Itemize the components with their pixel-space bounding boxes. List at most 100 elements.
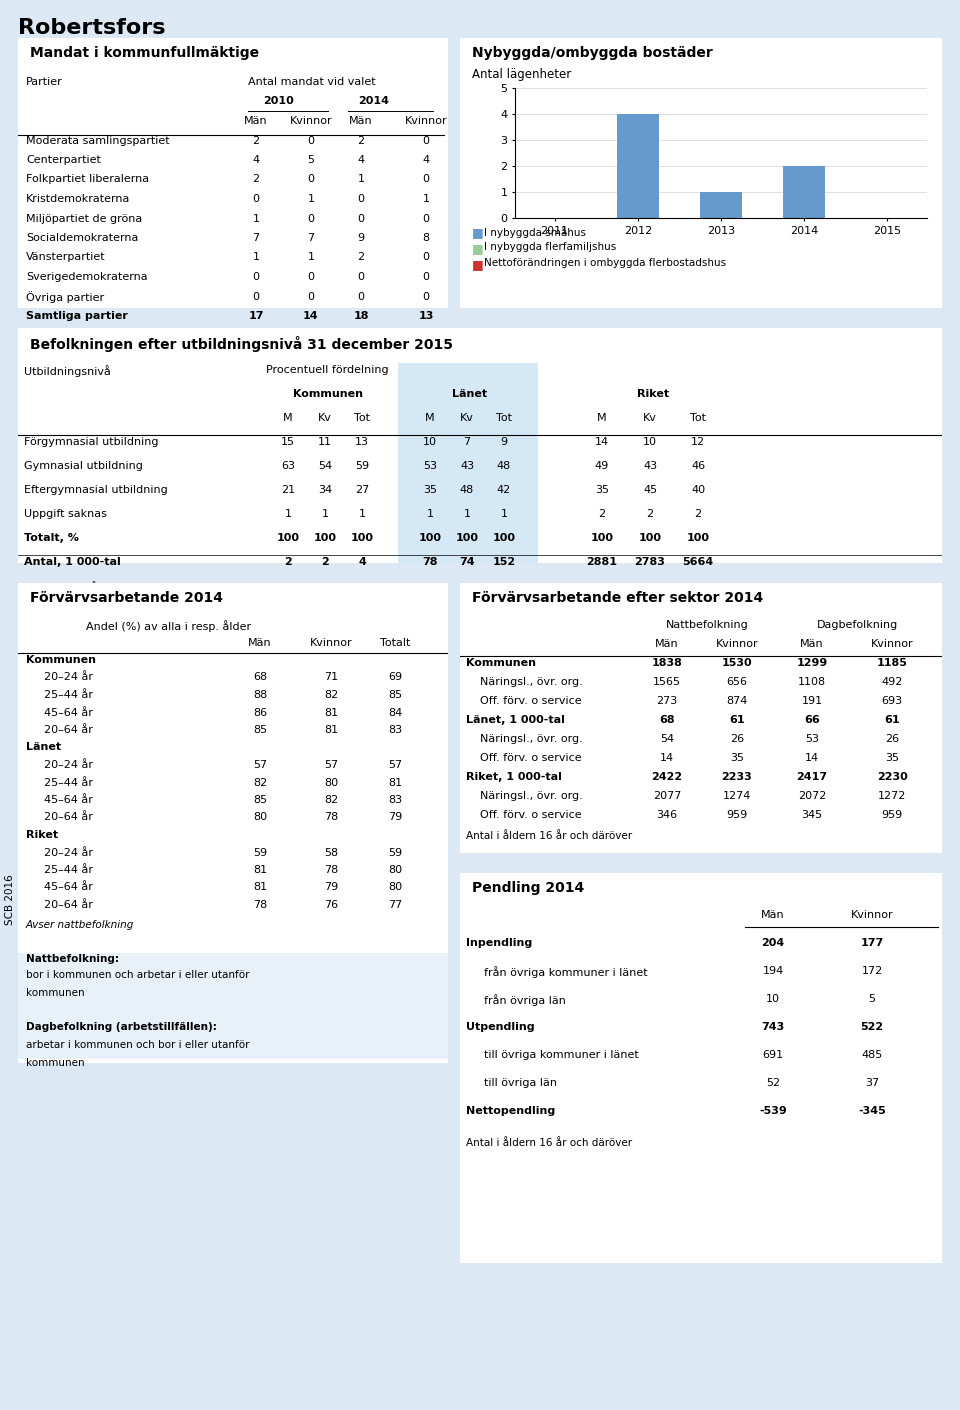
Text: 20–24 år: 20–24 år (44, 673, 93, 682)
Text: 743: 743 (761, 1022, 784, 1032)
Text: 1: 1 (422, 195, 429, 204)
Text: Procentuell fördelning: Procentuell fördelning (266, 365, 389, 375)
Text: 57: 57 (252, 760, 267, 770)
Text: Kvinnor: Kvinnor (405, 116, 447, 125)
Text: -539: -539 (759, 1105, 787, 1115)
Text: 34: 34 (318, 485, 332, 495)
Text: Nettoförändringen i ombyggda flerbostadshus: Nettoförändringen i ombyggda flerbostads… (484, 258, 726, 268)
Text: 58: 58 (324, 847, 338, 857)
Text: 80: 80 (388, 864, 402, 876)
Text: 7: 7 (464, 437, 470, 447)
Text: Män: Män (655, 639, 679, 649)
Text: 20–64 år: 20–64 år (44, 900, 93, 909)
Text: 693: 693 (881, 697, 902, 706)
Text: 81: 81 (252, 864, 267, 876)
Text: 78: 78 (324, 864, 338, 876)
Text: 45–64 år: 45–64 år (44, 708, 93, 718)
Text: 17: 17 (249, 312, 264, 321)
Text: 79: 79 (388, 812, 402, 822)
Text: 4: 4 (358, 557, 366, 567)
Text: 522: 522 (860, 1022, 883, 1032)
Text: Mandat i kommunfullmäktige: Mandat i kommunfullmäktige (30, 47, 259, 61)
Text: 100: 100 (350, 533, 373, 543)
Text: Centerpartiet: Centerpartiet (26, 155, 101, 165)
Text: 691: 691 (762, 1050, 783, 1060)
Text: 172: 172 (861, 966, 882, 976)
Text: Tot: Tot (354, 413, 370, 423)
Text: Off. förv. o service: Off. förv. o service (480, 753, 582, 763)
Text: Näringsl., övr. org.: Näringsl., övr. org. (480, 791, 583, 801)
Text: Antal i åldern 16 år och däröver: Antal i åldern 16 år och däröver (466, 830, 632, 840)
Text: 43: 43 (460, 461, 474, 471)
Text: Socialdemokraterna: Socialdemokraterna (26, 233, 138, 243)
Text: 82: 82 (252, 777, 267, 788)
Text: 0: 0 (307, 292, 315, 302)
Text: 35: 35 (423, 485, 437, 495)
Text: Övriga partier: Övriga partier (26, 292, 104, 303)
Text: Andel (%) av alla i resp. ålder: Andel (%) av alla i resp. ålder (86, 620, 252, 632)
Text: till övriga kommuner i länet: till övriga kommuner i länet (484, 1050, 638, 1060)
Text: 7: 7 (307, 233, 315, 243)
Text: Antal mandat vid valet: Antal mandat vid valet (248, 78, 375, 87)
Text: Off. förv. o service: Off. förv. o service (480, 697, 582, 706)
Text: 2: 2 (252, 175, 259, 185)
Text: Eftergymnasial utbildning: Eftergymnasial utbildning (24, 485, 168, 495)
Text: 0: 0 (422, 213, 429, 224)
Text: Antal lägenheter: Antal lägenheter (472, 68, 571, 80)
Text: 1: 1 (358, 509, 366, 519)
Text: 69: 69 (388, 673, 402, 682)
Text: 1299: 1299 (797, 658, 828, 668)
Text: Off. förv. o service: Off. förv. o service (480, 809, 582, 821)
Text: 9: 9 (357, 233, 365, 243)
Text: Kristdemokraterna: Kristdemokraterna (26, 195, 131, 204)
Text: 57: 57 (388, 760, 402, 770)
Bar (783, 166, 825, 219)
Text: 656: 656 (727, 677, 748, 687)
Text: 13: 13 (355, 437, 369, 447)
Text: Nettopendling: Nettopendling (466, 1105, 555, 1115)
Text: 12: 12 (691, 437, 705, 447)
Text: 81: 81 (388, 777, 402, 788)
Text: 48: 48 (460, 485, 474, 495)
Text: 1185: 1185 (876, 658, 907, 668)
Text: 2233: 2233 (722, 773, 753, 783)
Text: 1: 1 (252, 213, 259, 224)
Text: 177: 177 (860, 938, 883, 948)
Bar (700, 192, 742, 219)
Text: 82: 82 (324, 689, 338, 699)
Text: 37: 37 (865, 1079, 879, 1089)
Text: 1: 1 (322, 509, 328, 519)
Text: 0: 0 (252, 195, 259, 204)
Text: 7: 7 (252, 233, 259, 243)
Text: Män: Män (249, 637, 272, 647)
Text: Länet, 1 000-tal: Länet, 1 000-tal (466, 715, 564, 725)
Text: 18: 18 (353, 312, 369, 321)
Text: 0: 0 (252, 272, 259, 282)
Text: 2: 2 (646, 509, 654, 519)
Text: 2881: 2881 (587, 557, 617, 567)
Text: 2422: 2422 (652, 773, 683, 783)
Text: 0: 0 (357, 292, 365, 302)
Text: ■: ■ (472, 258, 484, 271)
Text: Samtliga partier: Samtliga partier (26, 312, 128, 321)
Text: 485: 485 (861, 1050, 882, 1060)
Text: 152: 152 (492, 557, 516, 567)
Text: 2072: 2072 (798, 791, 827, 801)
Text: 492: 492 (881, 677, 902, 687)
Text: Pendling 2014: Pendling 2014 (472, 881, 585, 895)
Text: 20–64 år: 20–64 år (44, 725, 93, 735)
Text: 26: 26 (730, 735, 744, 744)
Text: 1108: 1108 (798, 677, 826, 687)
Text: Nattbefolkning: Nattbefolkning (665, 620, 749, 630)
Text: 27: 27 (355, 485, 370, 495)
Text: från övriga kommuner i länet: från övriga kommuner i länet (484, 966, 648, 979)
Text: till övriga län: till övriga län (484, 1079, 557, 1089)
Text: Länet: Länet (26, 743, 61, 753)
Text: 35: 35 (885, 753, 899, 763)
Text: 53: 53 (805, 735, 819, 744)
Text: 0: 0 (357, 195, 365, 204)
Text: 66: 66 (804, 715, 820, 725)
Text: arbetar i kommunen och bor i eller utanför: arbetar i kommunen och bor i eller utanf… (26, 1041, 250, 1050)
Text: 0: 0 (422, 292, 429, 302)
Text: 1272: 1272 (877, 791, 906, 801)
